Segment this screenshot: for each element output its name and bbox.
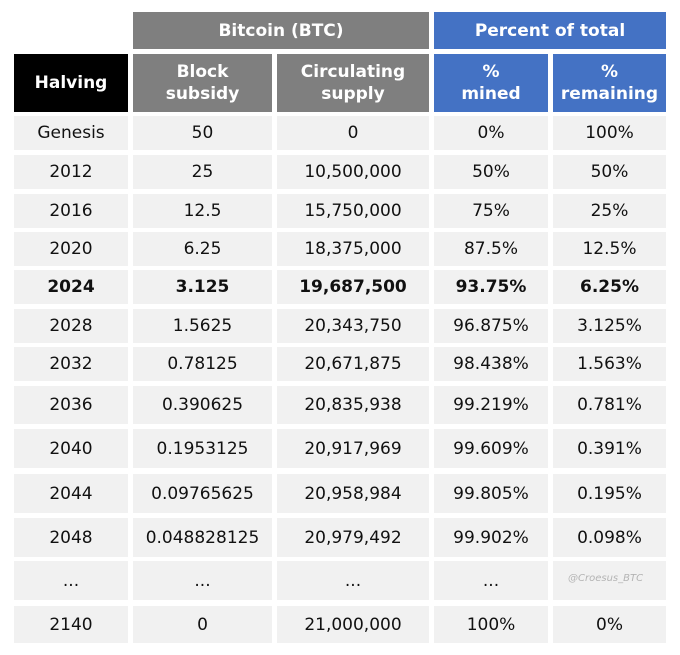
pct-mined-cell: 99.805% (434, 474, 548, 513)
pct-mined-cell: 98.438% (434, 347, 548, 381)
bitcoin-group-header: Bitcoin (BTC) (133, 12, 429, 49)
pct-mined-cell: 93.75% (434, 270, 548, 304)
block-subsidy-cell: 12.5 (133, 194, 272, 228)
pct-remaining-cell: 3.125% (553, 309, 666, 343)
halving-cell: 2140 (14, 606, 128, 643)
halving-cell: 2028 (14, 309, 128, 343)
percent-group-header: Percent of total (434, 12, 666, 49)
pct-remaining-cell: 6.25% (553, 270, 666, 304)
circulating-supply-cell: ... (277, 561, 429, 600)
block-subsidy-cell: 25 (133, 155, 272, 189)
halving-cell: 2032 (14, 347, 128, 381)
pct-mined-cell: 99.219% (434, 386, 548, 424)
circulating-supply-cell: 20,917,969 (277, 429, 429, 468)
pct-mined-cell: 75% (434, 194, 548, 228)
circulating-supply-cell: 15,750,000 (277, 194, 429, 228)
halving-cell: 2020 (14, 232, 128, 266)
circulating-supply-cell: 18,375,000 (277, 232, 429, 266)
block-subsidy-cell: 50 (133, 116, 272, 150)
halving-cell: 2036 (14, 386, 128, 424)
block-subsidy-cell: 0.78125 (133, 347, 272, 381)
pct-remaining-cell: 100% (553, 116, 666, 150)
pct-mined-cell: 50% (434, 155, 548, 189)
block-subsidy-cell: 1.5625 (133, 309, 272, 343)
circulating-supply-cell: 10,500,000 (277, 155, 429, 189)
circulating-supply-cell: 0 (277, 116, 429, 150)
pct-remaining-cell (553, 561, 666, 600)
pct-mined-cell: 0% (434, 116, 548, 150)
block-subsidy-cell: 3.125 (133, 270, 272, 304)
pct-remaining-column-header: % remaining (553, 54, 666, 112)
pct-mined-cell: 87.5% (434, 232, 548, 266)
halving-cell: 2048 (14, 518, 128, 557)
block-subsidy-cell: 0.390625 (133, 386, 272, 424)
watermark: @Croesus_BTC (568, 573, 644, 584)
circulating-supply-cell: 20,835,938 (277, 386, 429, 424)
pct-remaining-cell: 0.781% (553, 386, 666, 424)
pct-mined-cell: ... (434, 561, 548, 600)
pct-mined-cell: 99.902% (434, 518, 548, 557)
circulating-supply-cell: 19,687,500 (277, 270, 429, 304)
block-subsidy-cell: 6.25 (133, 232, 272, 266)
circulating-supply-cell: 20,343,750 (277, 309, 429, 343)
pct-remaining-cell: 0.195% (553, 474, 666, 513)
block-subsidy-column-header: Block subsidy (133, 54, 272, 112)
circulating-supply-cell: 20,671,875 (277, 347, 429, 381)
pct-remaining-cell: 0.391% (553, 429, 666, 468)
halving-cell: 2016 (14, 194, 128, 228)
pct-mined-cell: 96.875% (434, 309, 548, 343)
block-subsidy-cell: 0.09765625 (133, 474, 272, 513)
pct-mined-cell: 100% (434, 606, 548, 643)
halving-cell: 2040 (14, 429, 128, 468)
block-subsidy-cell: 0.048828125 (133, 518, 272, 557)
halving-cell: Genesis (14, 116, 128, 150)
pct-remaining-cell: 1.563% (553, 347, 666, 381)
circulating-supply-cell: 20,979,492 (277, 518, 429, 557)
circulating-supply-cell: 21,000,000 (277, 606, 429, 643)
pct-remaining-cell: 0% (553, 606, 666, 643)
pct-mined-column-header: % mined (434, 54, 548, 112)
halving-cell: 2024 (14, 270, 128, 304)
halving-cell: 2012 (14, 155, 128, 189)
pct-remaining-cell: 0.098% (553, 518, 666, 557)
pct-remaining-cell: 25% (553, 194, 666, 228)
halving-cell: 2044 (14, 474, 128, 513)
circulating-supply-cell: 20,958,984 (277, 474, 429, 513)
halving-column-header: Halving (14, 54, 128, 112)
block-subsidy-cell: 0 (133, 606, 272, 643)
pct-remaining-cell: 50% (553, 155, 666, 189)
block-subsidy-cell: ... (133, 561, 272, 600)
halving-cell: ... (14, 561, 128, 600)
pct-mined-cell: 99.609% (434, 429, 548, 468)
block-subsidy-cell: 0.1953125 (133, 429, 272, 468)
circulating-supply-column-header: Circulating supply (277, 54, 429, 112)
pct-remaining-cell: 12.5% (553, 232, 666, 266)
